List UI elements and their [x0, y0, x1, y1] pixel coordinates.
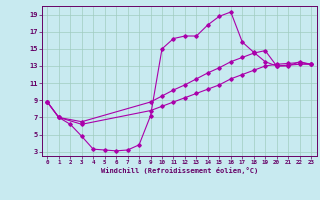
X-axis label: Windchill (Refroidissement éolien,°C): Windchill (Refroidissement éolien,°C): [100, 167, 258, 174]
